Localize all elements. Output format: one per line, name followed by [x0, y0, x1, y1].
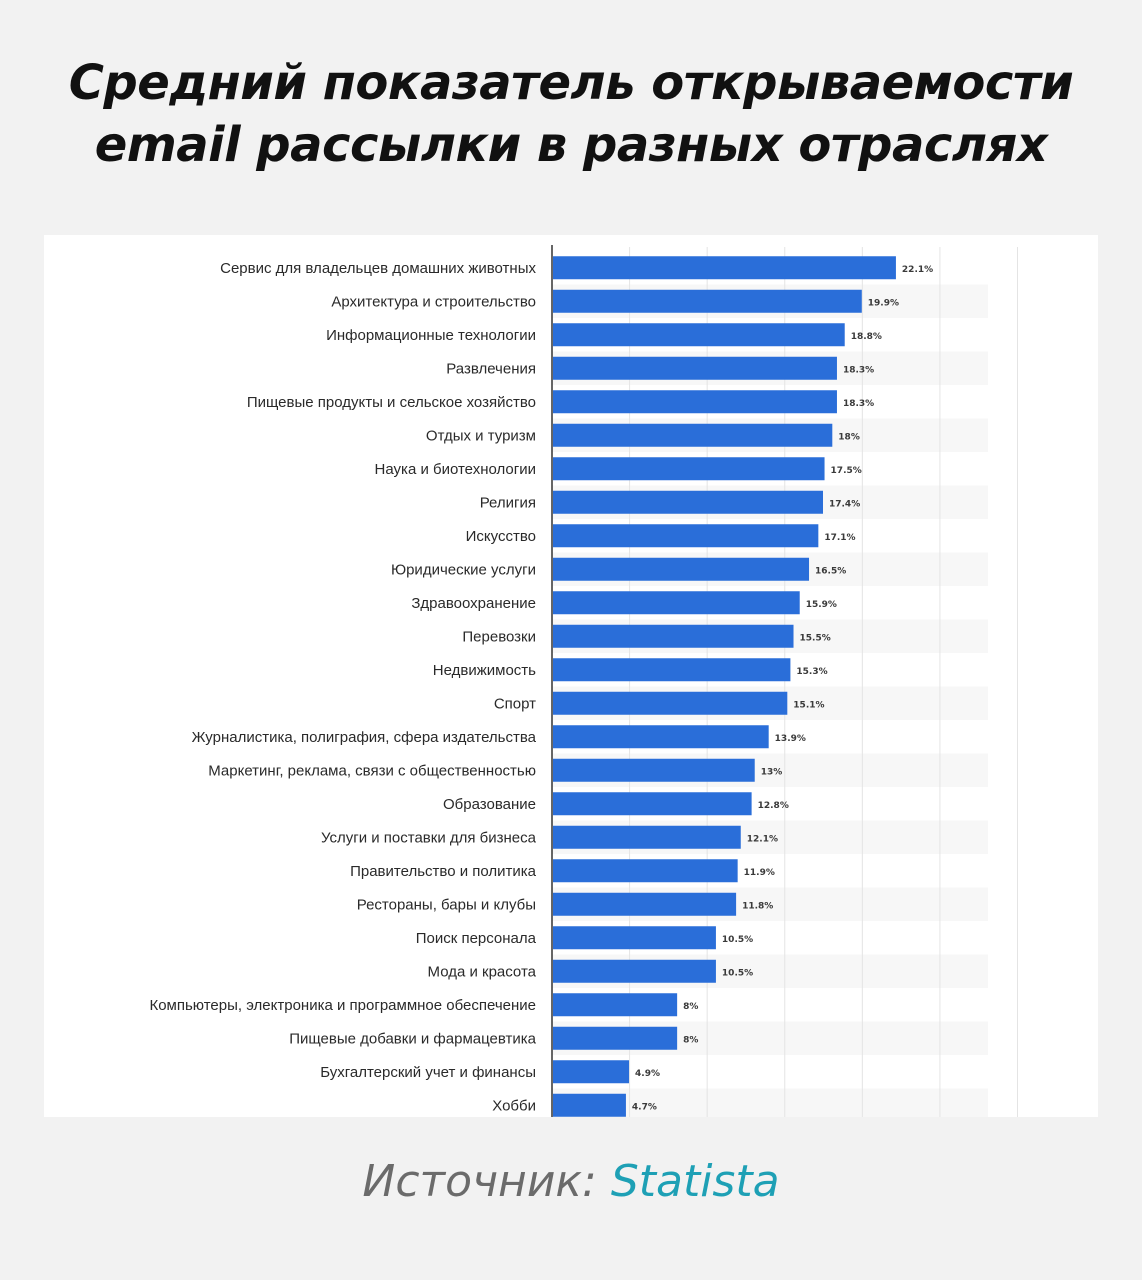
bar [553, 1093, 626, 1117]
category-label: Пищевые продукты и сельское хозяйство [247, 394, 536, 411]
category-label: Сервис для владельцев домашних животных [220, 260, 536, 277]
bar [553, 323, 845, 347]
bar [553, 859, 738, 883]
bar [553, 1026, 678, 1050]
value-label: 18.3% [843, 399, 874, 409]
value-label: 19.9% [868, 298, 899, 308]
source-line: Источник: Statista [0, 1152, 1142, 1212]
bar [553, 457, 825, 481]
bar [553, 758, 755, 782]
bar [553, 691, 788, 715]
value-label: 11.8% [742, 901, 773, 911]
category-label: Мода и красота [428, 963, 537, 980]
value-label: 18% [838, 432, 860, 442]
category-label: Юридические услуги [391, 561, 536, 578]
value-label: 8% [683, 1035, 698, 1045]
bar [553, 926, 716, 950]
value-label: 13.9% [775, 734, 806, 744]
value-label: 12.8% [758, 801, 789, 811]
bar [553, 658, 791, 682]
value-label: 12.1% [747, 834, 778, 844]
category-label: Компьютеры, электроника и программное об… [149, 997, 536, 1014]
chart-panel: Сервис для владельцев домашних животных 2… [44, 235, 1098, 1117]
value-label: 8% [683, 1002, 698, 1012]
value-label: 4.7% [632, 1102, 657, 1112]
source-name: Statista [610, 1156, 780, 1207]
value-label: 13% [761, 767, 783, 777]
bar-chart: Сервис для владельцев домашних животных 2… [149, 245, 1019, 1117]
bar [553, 993, 678, 1017]
category-label: Правительство и политика [350, 863, 537, 880]
bar [553, 423, 833, 447]
category-label: Хобби [492, 1097, 536, 1114]
bar [553, 557, 810, 581]
bar [553, 256, 896, 280]
bar [553, 524, 819, 548]
bar [553, 591, 800, 615]
value-label: 15.3% [796, 667, 827, 677]
category-label: Услуги и поставки для бизнеса [321, 829, 537, 846]
value-label: 18.3% [843, 365, 874, 375]
value-label: 17.1% [824, 533, 855, 543]
category-label: Перевозки [462, 628, 536, 645]
value-label: 15.5% [800, 633, 831, 643]
category-label: Здравоохранение [411, 595, 536, 612]
category-label: Архитектура и строительство [331, 293, 536, 310]
category-label: Рестораны, бары и клубы [357, 896, 536, 913]
category-label: Спорт [494, 695, 536, 712]
bar [553, 356, 837, 380]
category-label: Маркетинг, реклама, связи с общественнос… [208, 762, 536, 779]
value-label: 11.9% [744, 868, 775, 878]
bar [553, 390, 837, 414]
category-label: Поиск персонала [416, 930, 537, 947]
bar [553, 289, 862, 313]
value-label: 10.5% [722, 935, 753, 945]
bar [553, 490, 823, 514]
bar [553, 792, 752, 816]
value-label: 15.1% [793, 700, 824, 710]
bar [553, 624, 794, 648]
value-label: 10.5% [722, 968, 753, 978]
category-label: Бухгалтерский учет и финансы [320, 1064, 536, 1081]
category-label: Недвижимость [433, 662, 536, 679]
title-line-2: email рассылки в разных отраслях [94, 117, 1048, 173]
category-label: Журналистика, полиграфия, сфера издатель… [192, 729, 537, 746]
category-label: Религия [480, 494, 536, 511]
bar [553, 825, 741, 849]
category-label: Искусство [466, 528, 536, 545]
bar [553, 959, 716, 983]
bar [553, 725, 769, 749]
title-line-1: Средний показатель открываемости [68, 55, 1074, 111]
value-label: 17.5% [831, 466, 862, 476]
category-label: Информационные технологии [326, 327, 536, 344]
category-label: Отдых и туризм [426, 427, 536, 444]
bar [553, 1060, 630, 1084]
value-label: 15.9% [806, 600, 837, 610]
category-label: Наука и биотехнологии [375, 461, 536, 478]
value-label: 22.1% [902, 265, 933, 275]
value-label: 4.9% [635, 1069, 660, 1079]
category-label: Развлечения [446, 360, 536, 377]
category-label: Пищевые добавки и фармацевтика [289, 1030, 536, 1047]
chart-title: Средний показатель открываемости email р… [0, 52, 1142, 176]
category-label: Образование [443, 796, 536, 813]
bar [553, 892, 737, 916]
value-label: 18.8% [851, 332, 882, 342]
value-label: 17.4% [829, 499, 860, 509]
source-prefix: Источник: [362, 1156, 611, 1207]
value-label: 16.5% [815, 566, 846, 576]
